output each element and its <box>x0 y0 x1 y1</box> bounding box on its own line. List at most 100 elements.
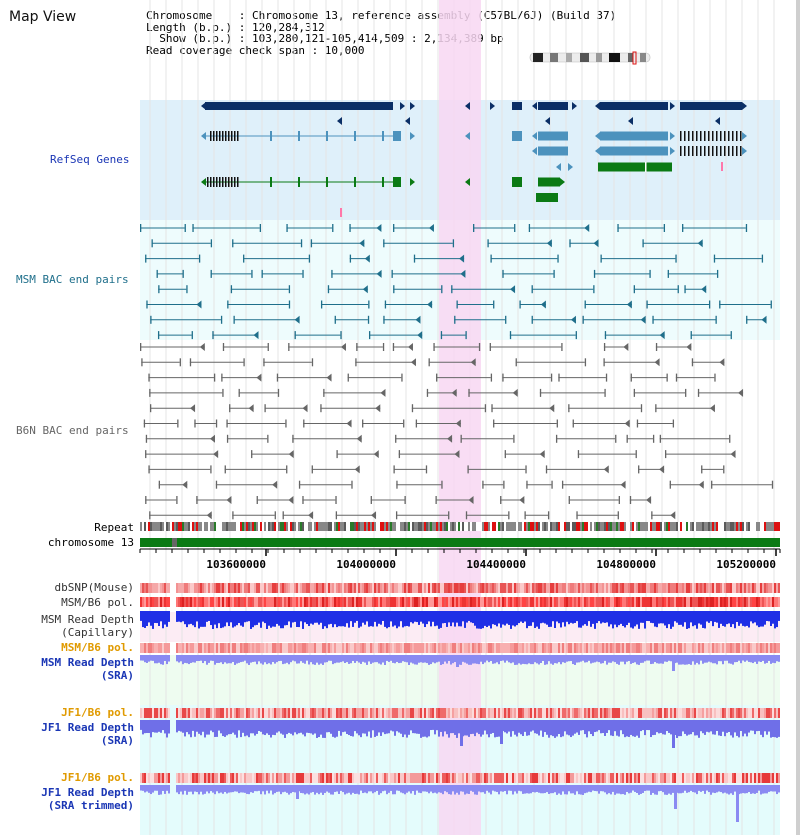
depth-bar <box>274 785 276 794</box>
depth-bar <box>656 611 658 628</box>
b6n-bac-pair-end <box>491 404 493 413</box>
repeat-block <box>712 522 714 531</box>
depth-bar <box>442 720 444 737</box>
msm-b6-pol-track-1[interactable] <box>140 597 780 607</box>
heat-cell <box>308 773 310 783</box>
depth-bar <box>268 720 270 735</box>
dbsnp-track[interactable] <box>140 583 780 593</box>
depth-bar <box>454 611 456 627</box>
b6n-bac-pair-arrow <box>698 480 704 489</box>
jf1-depth-sra-track[interactable] <box>140 720 780 748</box>
heat-cell <box>208 583 210 593</box>
heat-cell <box>512 583 514 593</box>
heat-cell <box>436 708 438 718</box>
depth-bar <box>302 611 304 629</box>
heat-cell <box>604 583 606 593</box>
depth-bar <box>374 611 376 622</box>
depth-bar <box>636 655 638 665</box>
depth-bar <box>652 720 654 736</box>
heat-cell <box>298 597 300 607</box>
heat-cell <box>772 643 774 653</box>
msm-bac-pair-end <box>243 254 245 263</box>
b6n-bac-track[interactable] <box>140 343 774 520</box>
depth-bar <box>718 720 720 736</box>
label-jf1-depth-sra-2: (SRA) <box>100 734 134 747</box>
heat-cell <box>274 583 276 593</box>
depth-bar <box>634 611 636 627</box>
depth-bar <box>574 655 576 665</box>
heat-cell <box>686 773 688 783</box>
heat-cell <box>642 583 644 593</box>
depth-bar <box>324 611 326 627</box>
depth-bar <box>610 655 612 663</box>
depth-bar <box>344 785 346 795</box>
jf1-b6-pol-track-1[interactable] <box>140 708 780 718</box>
heat-cell <box>730 773 732 783</box>
heat-cell <box>632 708 634 718</box>
chromosome-ideogram[interactable] <box>529 51 651 65</box>
depth-bar <box>680 655 682 665</box>
heat-cell <box>706 773 708 783</box>
depth-bar <box>420 655 422 663</box>
heat-cell <box>684 773 686 783</box>
heat-cell <box>328 583 330 593</box>
jf1-b6-pol-track-2[interactable] <box>140 773 780 783</box>
heat-cell <box>762 583 764 593</box>
depth-bar <box>558 720 560 735</box>
msm-depth-capillary-track[interactable] <box>140 611 780 629</box>
depth-bar <box>222 785 224 794</box>
msm-bac-track[interactable] <box>140 224 772 340</box>
heat-cell <box>694 773 696 783</box>
heat-cell <box>456 643 458 653</box>
depth-bar <box>712 611 714 627</box>
depth-bar <box>200 720 202 736</box>
b6n-bac-pair-end <box>468 388 470 397</box>
heat-cell <box>196 597 198 607</box>
heat-cell <box>714 597 716 607</box>
depth-bar <box>662 785 664 793</box>
highlight-region[interactable] <box>439 0 481 835</box>
heat-cell <box>634 708 636 718</box>
refseq-genes-track[interactable] <box>201 102 747 217</box>
jf1-depth-trimmed-track[interactable] <box>140 785 780 822</box>
depth-bar <box>212 611 214 629</box>
heat-cell <box>472 708 474 718</box>
exon-tick <box>382 177 384 187</box>
heat-cell <box>474 643 476 653</box>
depth-bar <box>654 611 656 627</box>
heat-cell <box>236 773 238 783</box>
heat-cell <box>756 773 758 783</box>
depth-bar <box>456 785 458 793</box>
msm-b6-pol-track-2[interactable] <box>140 643 780 653</box>
depth-bar <box>384 611 386 627</box>
heat-cell <box>600 583 602 593</box>
repeat-block <box>164 522 166 531</box>
heat-cell <box>740 773 742 783</box>
depth-bar <box>394 655 396 664</box>
depth-bar <box>708 720 710 733</box>
heat-cell <box>410 597 412 607</box>
depth-bar <box>150 655 152 661</box>
depth-bar <box>494 785 496 792</box>
heat-cell <box>748 773 750 783</box>
chromosome-13-bar[interactable] <box>140 538 780 547</box>
heat-cell <box>154 643 156 653</box>
depth-bar <box>586 785 588 793</box>
heat-cell <box>498 597 500 607</box>
depth-bar <box>758 655 760 662</box>
heat-cell <box>316 643 318 653</box>
depth-bar <box>298 655 300 664</box>
heat-cell <box>686 583 688 593</box>
b6n-bac-pair-end <box>558 373 560 382</box>
repeat-track[interactable] <box>140 522 780 531</box>
repeat-block <box>528 522 530 531</box>
heat-cell <box>518 773 520 783</box>
b6n-bac-pair-arrow <box>455 419 461 428</box>
depth-bar <box>624 655 626 665</box>
msm-depth-sra-track[interactable] <box>140 655 780 671</box>
depth-bar <box>740 611 742 624</box>
depth-bar <box>284 655 286 664</box>
depth-bar <box>294 785 296 793</box>
b6n-bac-pair-end <box>500 496 502 504</box>
